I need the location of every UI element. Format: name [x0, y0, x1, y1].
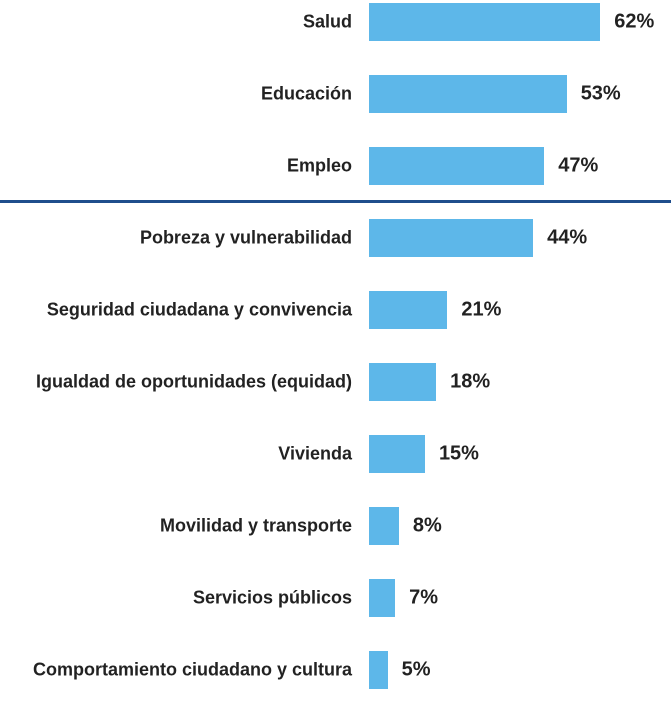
category-label: Educación: [0, 83, 352, 106]
category-text: Salud: [302, 11, 352, 32]
category-text: Educación: [260, 83, 352, 104]
category-text: Pobreza y vulnerabilidad: [139, 227, 352, 248]
value-label: 53%: [580, 82, 621, 105]
category-text: Servicios públicos: [192, 587, 352, 608]
category-text: Empleo: [286, 155, 352, 176]
category-text: Vivienda: [278, 443, 352, 464]
category-text: Comportamiento ciudadano y cultura: [32, 659, 352, 680]
value-label: 62%: [614, 10, 655, 33]
value-label: 47%: [558, 154, 599, 177]
value-label: 18%: [450, 370, 491, 393]
value-label: 5%: [401, 658, 431, 681]
category-label: Empleo: [0, 155, 352, 178]
bar: [369, 651, 388, 689]
bar: [369, 291, 448, 329]
category-label: Servicios públicos: [0, 587, 352, 610]
bar: [369, 147, 545, 185]
category-text: Seguridad ciudadana y convivencia: [46, 299, 352, 320]
bar: [369, 363, 437, 401]
category-label: Seguridad ciudadana y convivencia: [0, 299, 352, 322]
bar: [369, 219, 534, 257]
category-label: Vivienda: [0, 443, 352, 466]
category-label: Salud: [0, 11, 352, 34]
category-label: Igualdad de oportunidades (equidad): [0, 371, 352, 394]
category-label: Movilidad y transporte: [0, 515, 352, 538]
value-label: 7%: [409, 586, 439, 609]
value-label: 21%: [461, 298, 502, 321]
category-text: Movilidad y transporte: [159, 515, 352, 536]
bar: [369, 3, 601, 41]
value-label: 44%: [547, 226, 588, 249]
value-label: 15%: [438, 442, 479, 465]
bar: [369, 435, 425, 473]
bar: [369, 579, 396, 617]
bar: [369, 507, 399, 545]
divider: [0, 200, 671, 203]
category-text: Igualdad de oportunidades (equidad): [35, 371, 352, 392]
category-label: Pobreza y vulnerabilidad: [0, 227, 352, 250]
bar: [369, 75, 567, 113]
category-label: Comportamiento ciudadano y cultura: [0, 659, 352, 682]
value-label: 8%: [412, 514, 442, 537]
